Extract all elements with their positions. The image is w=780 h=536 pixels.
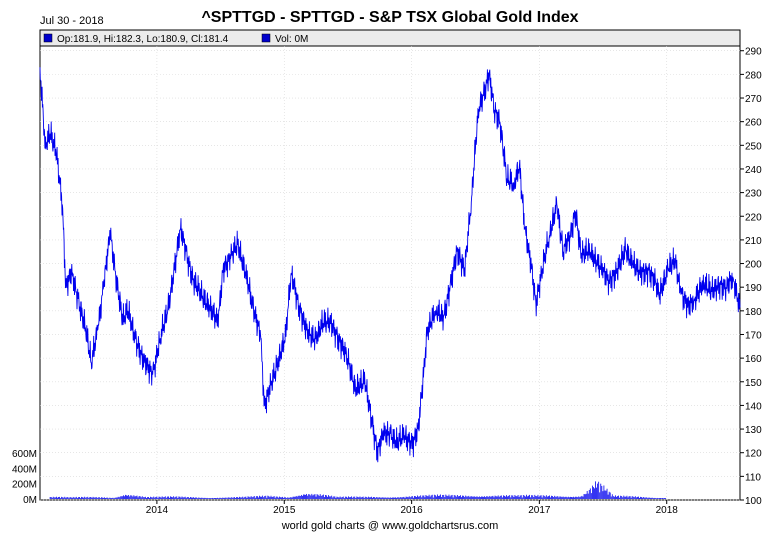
y-tick-label: 240: [745, 165, 762, 176]
y-tick-label: 290: [745, 47, 762, 58]
y-tick-label: 100: [745, 496, 762, 507]
y-tick-label: 230: [745, 189, 762, 200]
x-tick-label: 2017: [528, 505, 551, 516]
x-tick-label: 2014: [146, 505, 169, 516]
y-tick-label: 270: [745, 94, 762, 105]
volume-legend-swatch: [261, 33, 271, 43]
ohlc-legend-swatch: [43, 33, 53, 43]
y-tick-label: 280: [745, 70, 762, 81]
y-tick-label: 190: [745, 283, 762, 294]
volume-tick-label: 600M: [12, 449, 37, 460]
y-tick-label: 170: [745, 330, 762, 341]
y-tick-label: 200: [745, 260, 762, 271]
y-tick-label: 180: [745, 307, 762, 318]
volume-legend-text: Vol: 0M: [275, 34, 308, 45]
legend-bar: [39, 29, 741, 47]
y-tick-label: 150: [745, 378, 762, 389]
y-tick-label: 220: [745, 212, 762, 223]
y-tick-label: 120: [745, 449, 762, 460]
y-tick-label: 260: [745, 118, 762, 129]
y-tick-label: 250: [745, 141, 762, 152]
chart-date: Jul 30 - 2018: [40, 15, 104, 27]
volume-tick-label: 400M: [12, 464, 37, 475]
volume-tick-label: 0M: [23, 495, 37, 506]
price-series-line: [39, 67, 741, 463]
chart-footer: world gold charts @ www.goldchartsrus.co…: [281, 520, 499, 532]
volume-tick-label: 200M: [12, 480, 37, 491]
x-tick-label: 2015: [273, 505, 296, 516]
y-tick-label: 210: [745, 236, 762, 247]
chart-title: ^SPTTGD - SPTTGD - S&P TSX Global Gold I…: [201, 9, 579, 26]
y-tick-label: 160: [745, 354, 762, 365]
x-tick-label: 2018: [656, 505, 679, 516]
ohlc-legend-text: Op:181.9, Hi:182.3, Lo:180.9, Cl:181.4: [57, 34, 229, 45]
y-tick-label: 140: [745, 401, 762, 412]
y-tick-label: 130: [745, 425, 762, 436]
y-tick-label: 110: [745, 472, 761, 483]
x-tick-label: 2016: [401, 505, 424, 516]
